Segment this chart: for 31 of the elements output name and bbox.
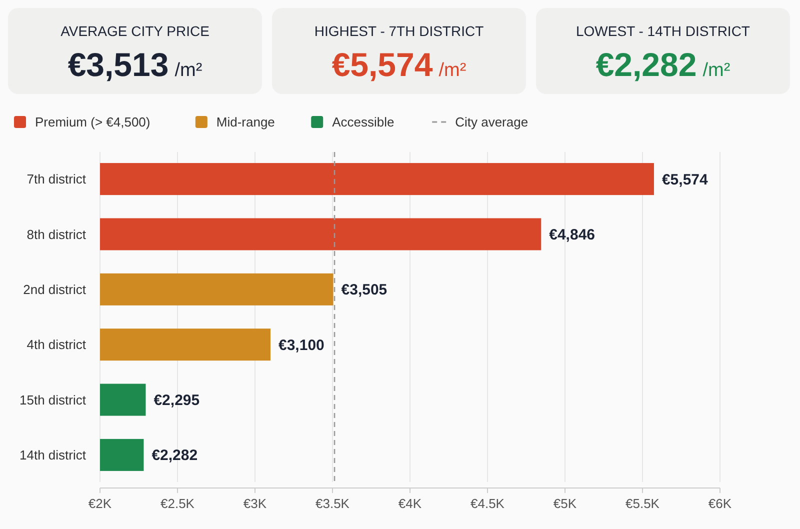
x-tick-label: €5K [553, 496, 577, 511]
text: €2,282 /m² [596, 46, 730, 83]
data-label: €3,100 [278, 336, 324, 354]
data-label: €5,574 [662, 171, 709, 188]
y-tick-label: 2nd district [23, 282, 86, 297]
x-tick-label: €5.5K [626, 496, 660, 511]
x-tick-label: €3K [243, 496, 267, 511]
y-tick-label: 14th district [20, 448, 86, 463]
x-tick-label: €2K [88, 496, 112, 511]
text: €5,574 /m² [332, 46, 466, 83]
text: AVERAGE CITY PRICE [60, 23, 210, 39]
data-label: €2,295 [154, 392, 200, 410]
data-label: €2,282 [152, 447, 198, 464]
text: HIGHEST - 7TH DISTRICT [314, 23, 484, 39]
data-label: €4,846 [549, 226, 596, 244]
x-tick-label: €4.5K [470, 496, 505, 511]
text: LOWEST - 14TH DISTRICT [576, 23, 750, 39]
text: €3,513 /m² [68, 46, 202, 83]
y-tick-label: 4th district [26, 337, 86, 352]
data-label: €3,505 [341, 282, 388, 299]
x-tick-label: €3.5K [316, 496, 350, 511]
x-tick-label: €6K [708, 496, 732, 511]
y-tick-label: 7th district [26, 172, 86, 187]
legend-label: Premium (> €4,500) [35, 114, 150, 130]
x-tick-label: €2.5K [160, 496, 195, 511]
legend-label: Mid-range [216, 114, 275, 130]
y-tick-label: 15th district [20, 392, 86, 408]
legend-label: Accessible [332, 114, 394, 130]
legend-label: City average [455, 114, 528, 130]
x-tick-label: €4K [398, 496, 422, 511]
y-tick-label: 8th district [26, 226, 86, 242]
